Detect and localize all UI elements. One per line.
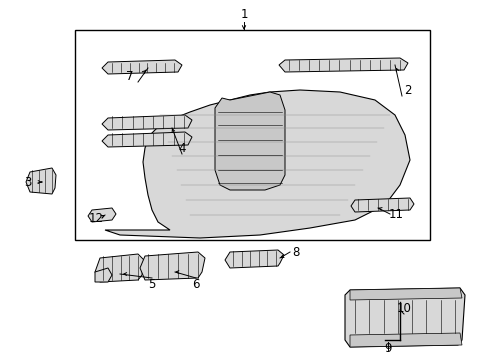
- Text: 1: 1: [240, 8, 247, 21]
- Polygon shape: [95, 268, 112, 282]
- Polygon shape: [95, 254, 143, 282]
- Polygon shape: [102, 115, 192, 130]
- Polygon shape: [349, 333, 461, 347]
- Polygon shape: [279, 58, 407, 72]
- Polygon shape: [224, 250, 284, 268]
- Text: 3: 3: [24, 176, 32, 189]
- Polygon shape: [102, 60, 182, 74]
- Polygon shape: [140, 252, 204, 280]
- Polygon shape: [102, 132, 192, 147]
- Polygon shape: [349, 288, 461, 300]
- Text: 9: 9: [384, 342, 391, 355]
- Text: 7: 7: [126, 69, 134, 82]
- Text: 2: 2: [404, 84, 411, 96]
- Text: 8: 8: [292, 246, 299, 258]
- Polygon shape: [215, 92, 285, 190]
- Polygon shape: [345, 288, 464, 347]
- Polygon shape: [350, 198, 413, 212]
- Polygon shape: [26, 168, 56, 194]
- Text: 11: 11: [387, 207, 403, 220]
- Text: 6: 6: [192, 278, 199, 291]
- Text: 10: 10: [396, 302, 410, 315]
- Polygon shape: [105, 90, 409, 238]
- Text: 4: 4: [178, 141, 185, 154]
- Bar: [75, 30, 429, 240]
- Text: 12: 12: [88, 211, 103, 225]
- Text: 5: 5: [148, 278, 155, 291]
- Polygon shape: [88, 208, 116, 222]
